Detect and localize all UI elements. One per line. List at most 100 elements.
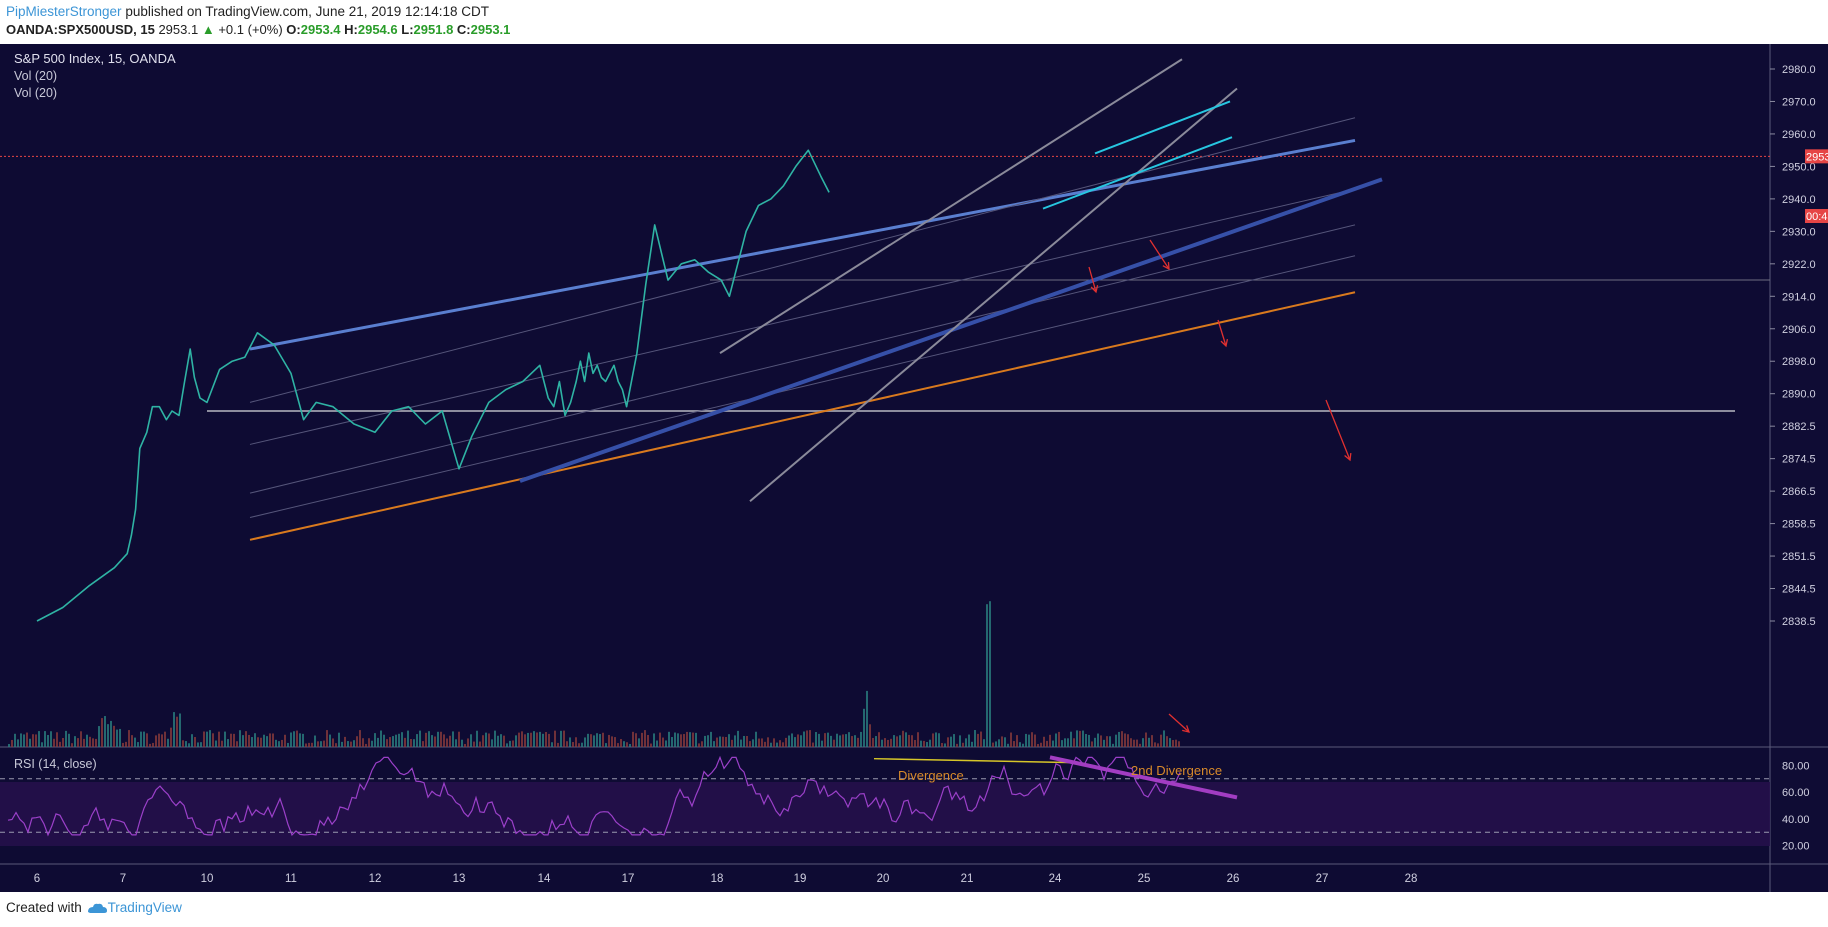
volume-bar <box>185 741 187 747</box>
volume-bar <box>359 730 361 747</box>
volume-bar <box>716 737 718 747</box>
volume-bar <box>689 732 691 747</box>
volume-bar <box>1028 734 1030 747</box>
orange-trend-line <box>249 291 1356 541</box>
volume-bar <box>1016 735 1018 747</box>
volume-bar <box>494 730 496 747</box>
volume-bar <box>728 734 730 747</box>
second-divergence-label: 2nd Divergence <box>1131 763 1222 778</box>
countdown-tag-text: 00:43 <box>1806 211 1828 223</box>
last-price-tag-text: 2953.1 <box>1806 151 1828 163</box>
author-link[interactable]: PipMiesterStronger <box>6 4 122 19</box>
volume-bar <box>1145 732 1147 747</box>
volume-bar <box>1034 734 1036 747</box>
volume-bar <box>320 741 322 747</box>
volume-bar <box>839 735 841 747</box>
volume-bar <box>479 741 481 747</box>
volume-bar <box>605 743 607 747</box>
volume-bar <box>68 733 70 747</box>
volume-bar <box>1133 739 1135 747</box>
volume-bar <box>86 734 88 747</box>
footer: Created with TradingView <box>6 900 182 915</box>
volume-bar <box>497 735 499 747</box>
channel-parallel-3 <box>249 224 1356 494</box>
volume-bar <box>143 731 145 747</box>
open-label: O: <box>286 22 301 37</box>
volume-bar <box>575 737 577 747</box>
volume-bar <box>266 736 268 747</box>
volume-bar <box>983 739 985 747</box>
volume-bar <box>539 731 541 747</box>
volume-bar <box>1058 731 1060 747</box>
volume-bar <box>32 734 34 747</box>
volume-bar <box>254 733 256 747</box>
volume-bar <box>131 735 133 747</box>
price-chart[interactable]: 2838.5 2844.5 2851.5 2858.5 2866.5 2874.5 2882… <box>0 44 1828 892</box>
volume-bar <box>335 743 337 747</box>
volume-bar <box>98 726 100 747</box>
volume-bar <box>851 736 853 747</box>
volume-bar <box>251 737 253 747</box>
volume-bar <box>1154 742 1156 747</box>
volume-bar <box>482 735 484 747</box>
symbol-info: OANDA:SPX500USD, 15 2953.1 ▲ +0.1 (+0%) … <box>6 22 510 37</box>
volume-bar <box>1091 741 1093 747</box>
volume-bar <box>734 735 736 747</box>
volume-bar <box>905 732 907 747</box>
volume-bar <box>926 742 928 747</box>
volume-bar <box>446 738 448 747</box>
volume-bar <box>1031 732 1033 747</box>
upper-channel-line <box>249 138 1356 351</box>
volume-bar <box>788 735 790 747</box>
volume-bar <box>722 736 724 747</box>
volume-bar <box>590 734 592 747</box>
price-tick-label: 2874.5 <box>1782 454 1816 466</box>
volume-bar <box>803 731 805 747</box>
volume-bar <box>950 736 952 747</box>
volume-bar <box>164 731 166 747</box>
volume-bar <box>332 738 334 747</box>
volume-bars <box>8 601 1180 747</box>
volume-bar <box>821 740 823 747</box>
volume-bar <box>503 735 505 747</box>
volume-bar <box>284 734 286 747</box>
change-arrow-icon: ▲ <box>201 22 215 37</box>
volume-bar <box>452 731 454 747</box>
volume-bar <box>167 738 169 747</box>
volume-bar <box>632 731 634 747</box>
volume-bar <box>818 733 820 747</box>
volume-bar <box>158 733 160 747</box>
volume-bar <box>647 735 649 747</box>
volume-bar <box>263 734 265 747</box>
price-tick-label: 2858.5 <box>1782 519 1816 531</box>
price-tick-label: 2950.0 <box>1782 161 1816 173</box>
volume-bar <box>752 739 754 747</box>
rsi-tick-label: 40.00 <box>1782 814 1810 826</box>
rsi-line <box>7 755 1181 837</box>
volume-bar <box>488 733 490 747</box>
volume-bar <box>800 735 802 747</box>
volume-bar <box>74 736 76 747</box>
volume-bar <box>596 733 598 747</box>
down-arrow-icon <box>1217 319 1227 347</box>
volume-bar <box>686 731 688 747</box>
volume-bar <box>119 728 121 747</box>
volume-bar <box>890 738 892 747</box>
volume-bar <box>554 730 556 747</box>
tradingview-link[interactable]: TradingView <box>107 900 182 915</box>
volume-bar <box>671 737 673 747</box>
volume-bar <box>584 737 586 747</box>
volume-bar <box>23 734 25 747</box>
volume-bar <box>128 730 130 747</box>
volume-bar <box>602 732 604 747</box>
volume-bar <box>899 735 901 747</box>
volume-bar <box>302 733 304 747</box>
volume-bar <box>353 740 355 747</box>
volume-bar <box>347 741 349 747</box>
vol-legend-1: Vol (20) <box>14 69 57 83</box>
volume-bar <box>95 738 97 747</box>
volume-bar <box>572 742 574 747</box>
volume-bar <box>395 734 397 747</box>
volume-bar <box>1007 743 1009 747</box>
volume-bar <box>992 742 994 747</box>
